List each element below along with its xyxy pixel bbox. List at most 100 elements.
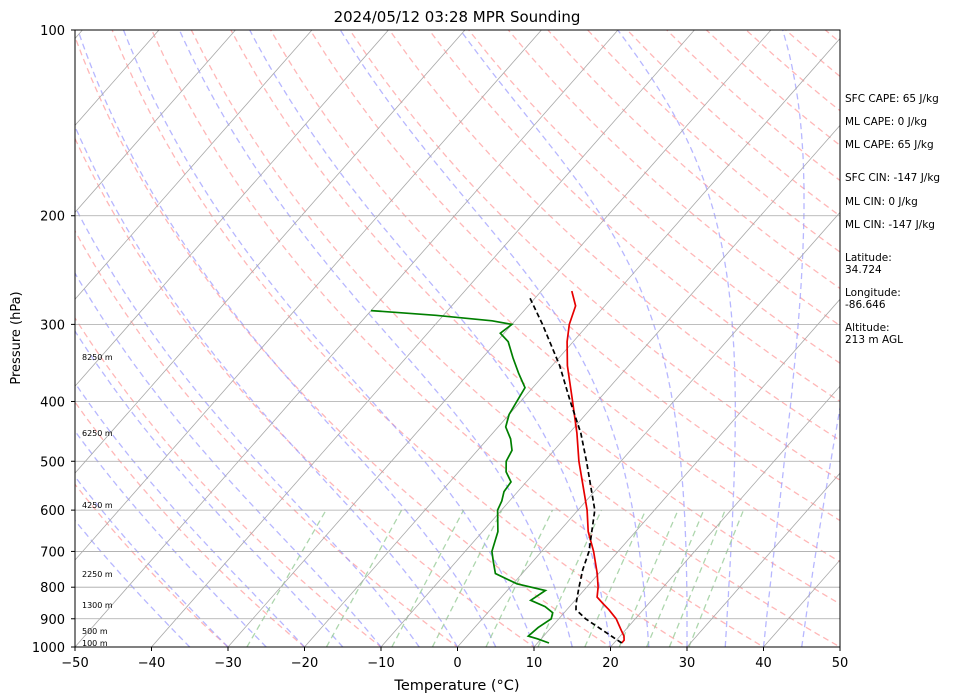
moist-adiabat-line	[75, 381, 305, 647]
dry-adiabat-line	[309, 30, 840, 522]
latitude-value: 34.724	[845, 264, 882, 276]
y-tick-label: 600	[40, 504, 65, 519]
x-tick-label: 30	[679, 656, 696, 671]
moist-adiabat-line	[75, 475, 229, 647]
sounding-profiles	[370, 290, 625, 644]
x-tick-label: −50	[61, 656, 88, 671]
dry-adiabat-line	[75, 401, 306, 647]
isotherm-line	[75, 30, 236, 213]
mixing-ratio-line	[646, 509, 705, 647]
background-lines	[75, 30, 955, 660]
dry-adiabat-line	[944, 30, 955, 660]
mixing-ratio-line	[325, 509, 403, 647]
y-tick-label: 300	[40, 318, 65, 333]
sfc-cape-text: SFC CAPE: 65 J/kg	[845, 93, 939, 105]
isotherm-line	[457, 211, 840, 647]
dry-adiabat-line	[75, 35, 612, 647]
isotherm-line	[686, 472, 840, 647]
isotherm-line	[75, 30, 313, 300]
height-label: 4250 m	[82, 501, 113, 510]
dry-adiabat-line	[151, 30, 765, 647]
isotherm-line	[227, 30, 772, 647]
height-label: 8250 m	[82, 353, 113, 362]
dry-adiabat-line	[468, 30, 840, 364]
y-tick-label: 1000	[32, 641, 65, 656]
isotherm-line	[533, 298, 840, 647]
ml-cin-text-2: ML CIN: -147 J/kg	[845, 219, 935, 231]
mixing-ratio-line	[485, 509, 554, 647]
dry-adiabat-line	[428, 30, 840, 403]
mixing-ratio-line	[537, 509, 603, 647]
y-tick-label: 500	[40, 455, 65, 470]
x-tick-label: 50	[832, 656, 849, 671]
x-tick-label: 20	[602, 656, 619, 671]
moist-adiabat-line	[178, 30, 573, 647]
moist-adiabat-line	[75, 519, 191, 647]
dry-adiabat-line	[75, 229, 459, 647]
mixing-ratio-line	[618, 509, 679, 647]
moist-adiabat-line	[762, 30, 805, 647]
y-tick-label: 700	[40, 545, 65, 560]
dry-adiabat-line	[388, 30, 840, 442]
isotherm-line	[151, 30, 695, 647]
moist-adiabat-line	[122, 30, 535, 647]
isotherm-line	[380, 124, 840, 647]
longitude-value: -86.646	[845, 299, 886, 311]
height-label: 1300 m	[82, 601, 113, 610]
moist-adiabat-line	[75, 329, 344, 647]
dry-adiabat-line	[75, 137, 536, 647]
dry-adiabat-line	[230, 30, 840, 605]
x-axis-label: Temperature (°C)	[393, 678, 519, 694]
isotherm-line	[0, 30, 6, 647]
isotherm-line	[304, 37, 840, 647]
moist-adiabat-line	[459, 30, 688, 647]
moist-adiabat-line	[339, 30, 650, 647]
height-label: 6250 m	[82, 429, 113, 438]
y-tick-label: 400	[40, 395, 65, 410]
ml-cape-text-2: ML CAPE: 65 J/kg	[845, 139, 934, 151]
x-tick-label: 40	[755, 656, 772, 671]
isotherm-line	[75, 30, 542, 561]
mixing-ratio-line	[668, 509, 726, 647]
isotherm-line	[75, 30, 619, 647]
altitude-value: 213 m AGL	[845, 334, 903, 346]
moist-adiabat-line	[75, 429, 267, 647]
dry-adiabat-line	[270, 30, 840, 563]
grid-lines	[0, 30, 840, 647]
height-label: 2250 m	[82, 570, 113, 579]
axis-ticks: −50 −40 −30 −20 −10 0 10 20 30 40 50 100 200 300 400 50…	[32, 24, 848, 671]
dry-adiabat-line	[75, 483, 229, 647]
x-tick-label: −10	[367, 656, 394, 671]
x-tick-label: −30	[214, 656, 241, 671]
height-labels: 100 m 500 m 1300 m 2250 m 4250 m 6250 m 8250 m	[82, 353, 113, 648]
moist-adiabat-line	[77, 30, 497, 647]
chart-title: 2024/05/12 03:28 MPR Sounding	[334, 8, 581, 26]
y-axis-label: Pressure (hPa)	[9, 291, 24, 384]
mixing-ratio-line	[688, 509, 745, 647]
moist-adiabat-line	[248, 30, 612, 647]
dry-adiabat-line	[111, 30, 689, 647]
y-tick-label: 800	[40, 581, 65, 596]
latitude-label: Latitude:	[845, 252, 892, 264]
sfc-cin-text: SFC CIN: -147 J/kg	[845, 172, 941, 184]
height-label: 100 m	[82, 639, 108, 648]
dry-adiabat-line	[547, 30, 840, 290]
x-tick-label: 0	[453, 656, 461, 671]
height-label: 500 m	[82, 627, 108, 636]
y-tick-label: 900	[40, 613, 65, 628]
x-tick-label: −20	[291, 656, 318, 671]
longitude-label: Longitude:	[845, 287, 901, 299]
mixing-ratio-line	[391, 509, 465, 647]
isotherm-line	[610, 385, 840, 647]
moist-adiabat-line	[75, 205, 420, 647]
y-tick-label: 200	[40, 210, 65, 225]
y-tick-label: 100	[40, 24, 65, 39]
moist-adiabat-line	[616, 30, 736, 647]
isotherm-line	[75, 30, 389, 387]
mixing-ratio-line	[431, 509, 503, 647]
dry-adiabat-line	[190, 30, 840, 647]
profile-line	[370, 309, 554, 644]
ml-cape-text: ML CAPE: 0 J/kg	[845, 116, 928, 128]
moist-adiabat-line	[75, 124, 459, 647]
